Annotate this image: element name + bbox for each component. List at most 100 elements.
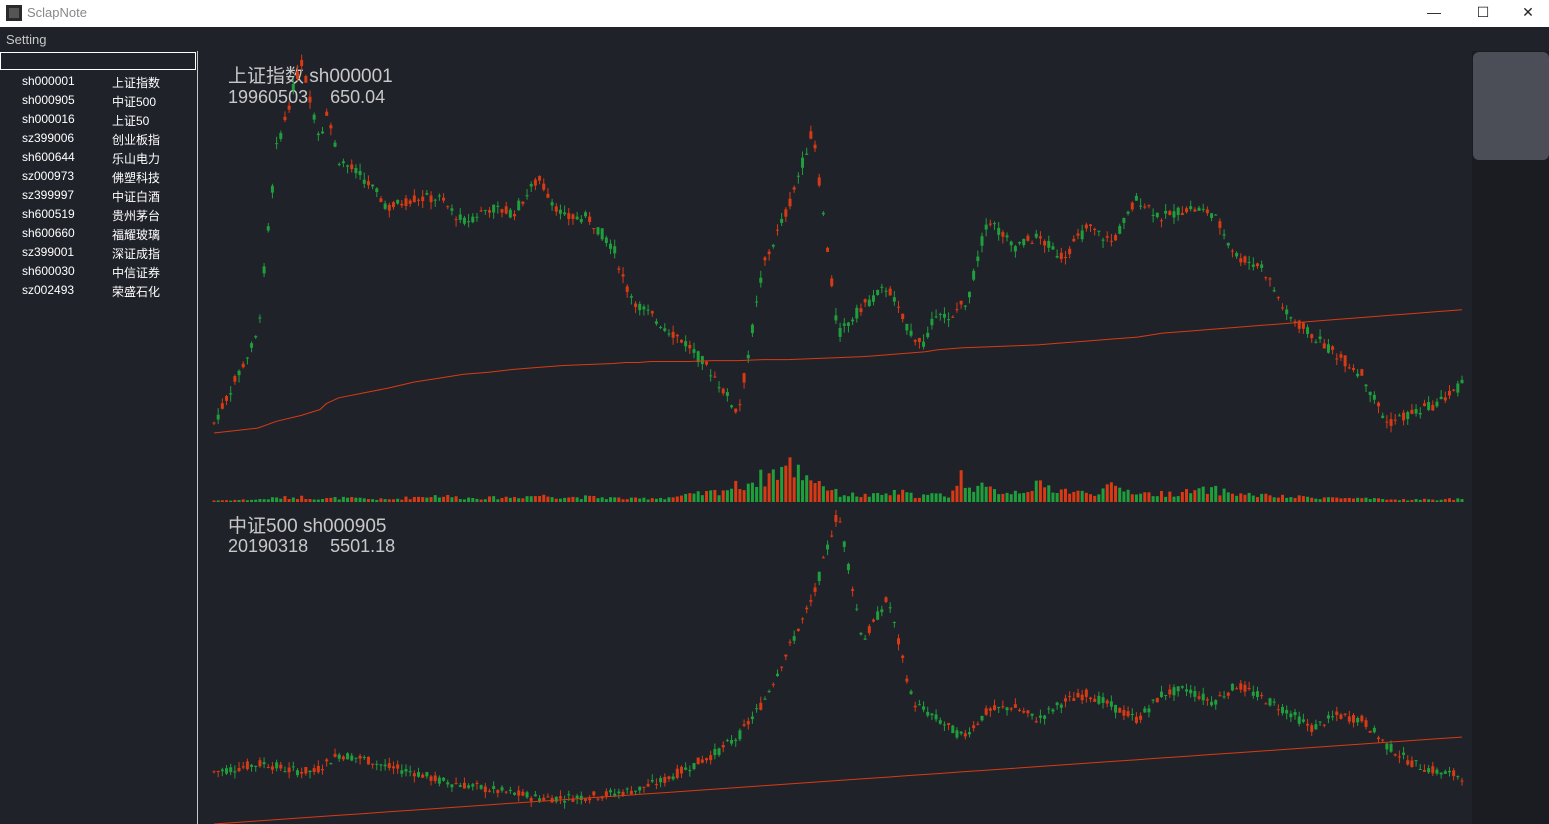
volume-bar <box>1143 492 1147 502</box>
stock-row[interactable]: sh600660 福耀玻璃 <box>0 224 197 243</box>
candle-body <box>1030 242 1034 244</box>
candlestick-chart-1[interactable] <box>198 51 1472 506</box>
stock-row[interactable]: sz399006 创业板指 <box>0 129 197 148</box>
candle-body <box>554 796 558 802</box>
candle-body <box>558 796 562 799</box>
candle-body <box>300 771 304 774</box>
candle-body <box>1026 235 1030 241</box>
volume-bar <box>738 489 742 502</box>
candle-body <box>767 251 771 255</box>
candle-body <box>325 111 329 116</box>
candle-body <box>993 705 997 711</box>
candle-body <box>383 203 387 209</box>
candle-body <box>1059 704 1063 708</box>
chart-price-2: 5501.18 <box>330 536 396 556</box>
candle-body <box>775 673 779 676</box>
candle-body <box>759 277 763 283</box>
volume-bar <box>437 497 441 502</box>
candle-body <box>880 286 884 288</box>
app-icon <box>6 5 22 21</box>
candle-body <box>1013 246 1017 252</box>
candlestick-chart-2[interactable] <box>198 506 1472 824</box>
candle-body <box>1109 701 1113 707</box>
candle-body <box>529 184 533 187</box>
candle-body <box>1260 695 1264 697</box>
candle-body <box>1289 317 1293 319</box>
volume-bar <box>1235 495 1239 502</box>
volume-bar <box>312 499 316 502</box>
stock-code: sh600519 <box>22 207 75 221</box>
candle-body <box>429 195 433 203</box>
candle-body <box>801 157 805 168</box>
candle-body <box>646 309 650 311</box>
volume-bar <box>467 497 471 502</box>
volume-bar <box>604 499 608 502</box>
volume-bar <box>1251 495 1255 502</box>
menu-setting[interactable]: Setting <box>6 32 47 47</box>
candle-body <box>1038 236 1042 239</box>
volume-bar <box>1093 495 1097 502</box>
candle-body <box>988 223 992 225</box>
close-button[interactable]: ✕ <box>1522 4 1534 20</box>
minimize-button[interactable]: — <box>1427 4 1441 20</box>
stock-row[interactable]: sh000001 上证指数 <box>0 72 197 91</box>
volume-bar <box>1460 499 1464 502</box>
maximize-button[interactable]: ☐ <box>1476 4 1490 20</box>
scrollbar-thumb[interactable] <box>1473 52 1549 160</box>
candle-body <box>951 725 955 734</box>
candle-body <box>1172 211 1176 218</box>
candle-body <box>400 203 404 206</box>
candle-body <box>1089 224 1093 227</box>
scrollbar[interactable] <box>1472 51 1549 824</box>
volume-bar <box>609 497 613 502</box>
candle-body <box>617 268 621 270</box>
candle-body <box>333 142 337 147</box>
candle-body <box>1235 252 1239 257</box>
candle-body <box>295 71 299 79</box>
candle-body <box>1443 771 1447 774</box>
candle-body <box>275 143 279 145</box>
search-input[interactable] <box>0 52 196 70</box>
stock-row[interactable]: sh600644 乐山电力 <box>0 148 197 167</box>
candle-body <box>262 266 266 274</box>
volume-bar <box>270 497 274 502</box>
stock-row[interactable]: sz000973 佛塑科技 <box>0 167 197 186</box>
stock-row[interactable]: sh600519 贵州茅台 <box>0 205 197 224</box>
candle-body <box>721 745 725 748</box>
candle-body <box>1452 770 1456 777</box>
chart-date-1: 19960503 <box>228 87 309 107</box>
candle-body <box>721 388 725 394</box>
candle-body <box>266 226 270 231</box>
volume-bar <box>880 494 884 502</box>
sidebar: sh000001 上证指数 sh000905 中证500 sh000016 上证50 sz3… <box>0 51 198 824</box>
candle-body <box>546 796 550 798</box>
candle-body <box>984 224 988 230</box>
candle-body <box>1251 264 1255 267</box>
candle-body <box>216 771 220 773</box>
volume-bar <box>429 497 433 502</box>
volume-bar <box>325 498 329 502</box>
stock-row[interactable]: sh600030 中信证券 <box>0 262 197 281</box>
candle-body <box>863 638 867 640</box>
volume-bar <box>1230 493 1234 502</box>
volume-bar <box>241 499 245 502</box>
candle-body <box>1076 692 1080 698</box>
candle-body <box>362 756 366 758</box>
candle-body <box>387 204 391 211</box>
stock-row[interactable]: sz399997 中证白酒 <box>0 186 197 205</box>
candle-body <box>387 763 391 768</box>
stock-row[interactable]: sh000016 上证50 <box>0 110 197 129</box>
candle-body <box>1055 702 1059 706</box>
stock-row[interactable]: sh000905 中证500 <box>0 91 197 110</box>
volume-bar <box>446 494 450 502</box>
stock-row[interactable]: sz002493 荣盛石化 <box>0 281 197 300</box>
volume-bar <box>634 497 638 502</box>
stock-row[interactable]: sz399001 深证成指 <box>0 243 197 262</box>
candle-body <box>1318 336 1322 339</box>
candle-body <box>583 798 587 801</box>
volume-bar <box>1410 499 1414 502</box>
candle-body <box>675 334 679 337</box>
volume-bar <box>830 490 834 502</box>
volume-bar <box>759 469 763 502</box>
candle-body <box>1072 698 1076 701</box>
